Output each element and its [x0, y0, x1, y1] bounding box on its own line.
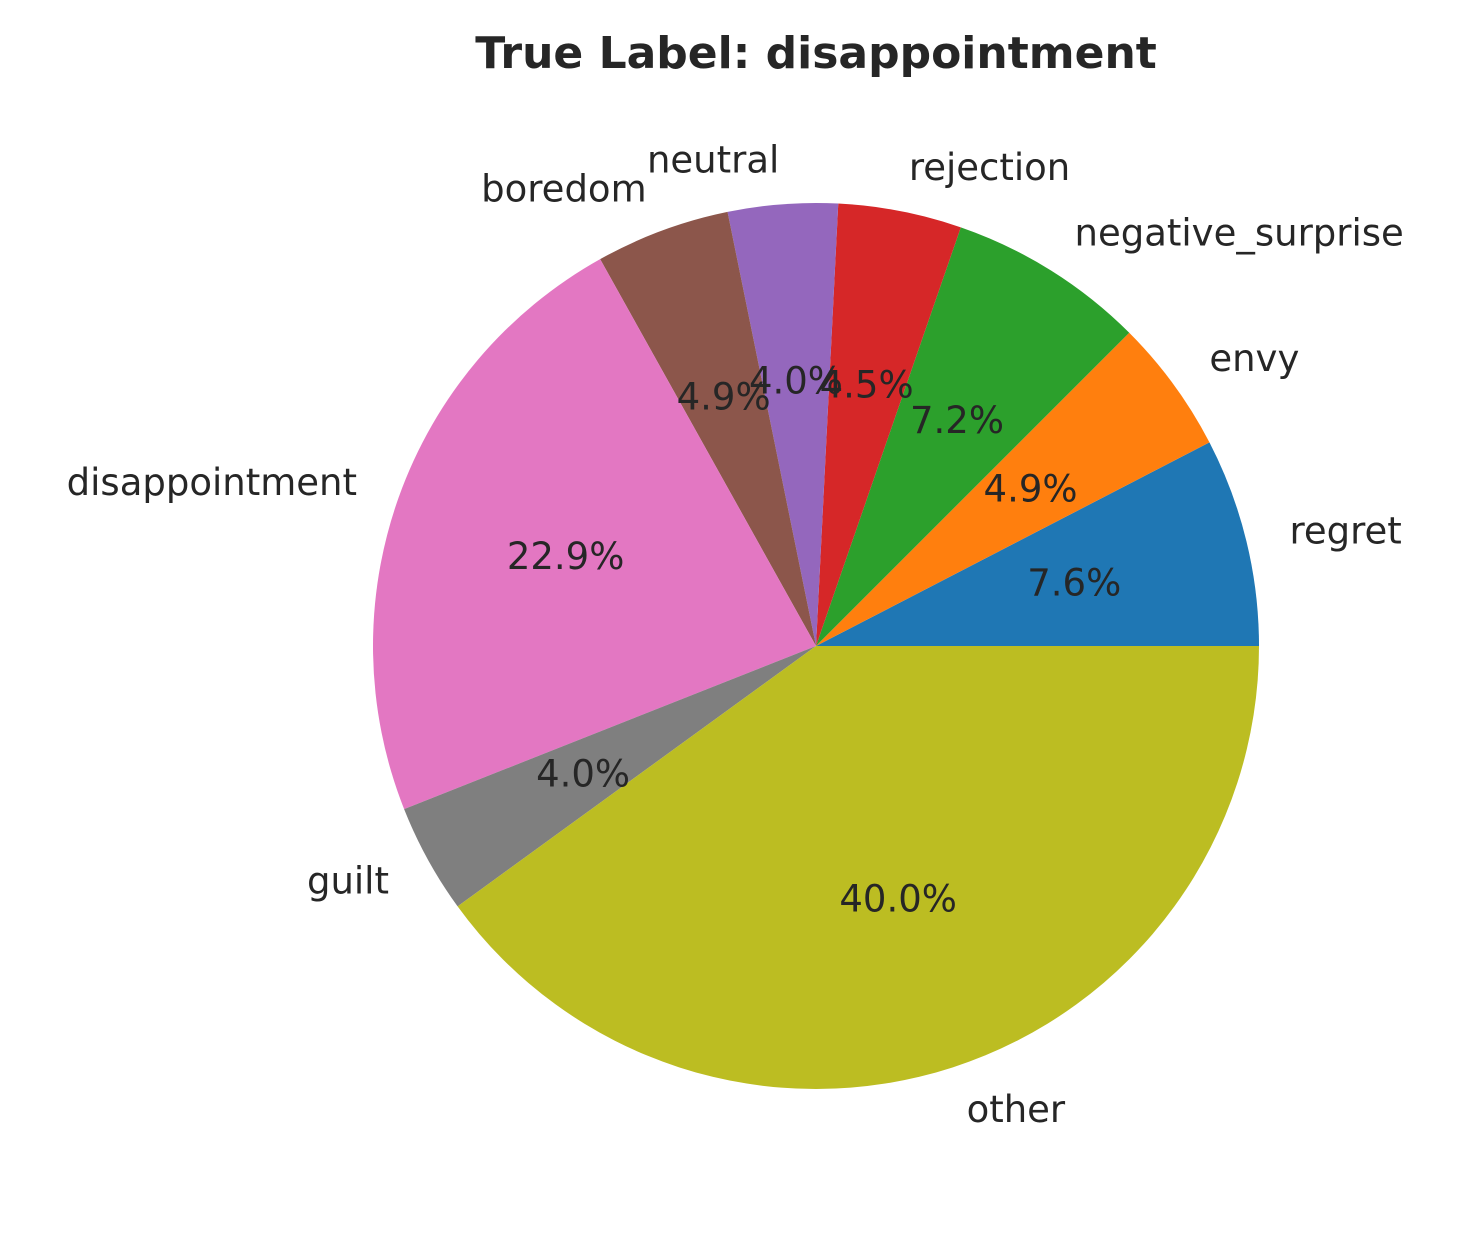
- slice-label-boredom: boredom: [481, 168, 646, 211]
- pie-slice-neutral: [727, 202, 839, 646]
- pie-slice-negative-surprise: [816, 227, 1130, 647]
- pie-slice-boredom: [600, 211, 816, 647]
- pie-slice-other: [457, 646, 1259, 1089]
- slice-label-other: other: [967, 1088, 1066, 1131]
- pie-slice-disappointment: [373, 259, 816, 810]
- slice-label-envy: envy: [1209, 337, 1299, 380]
- percent-label-neutral: 4.0%: [749, 359, 843, 402]
- slice-label-regret: regret: [1289, 509, 1401, 552]
- slice-label-neutral: neutral: [647, 139, 779, 182]
- percent-labels: 7.6%4.9%7.2%4.5%4.0%4.9%22.9%4.0%40.0%: [507, 359, 1121, 920]
- percent-label-envy: 4.9%: [984, 468, 1078, 511]
- slice-label-rejection: rejection: [909, 146, 1070, 189]
- pie-slices: [373, 202, 1259, 1089]
- slice-label-disappointment: disappointment: [67, 461, 357, 504]
- chart-title: True Label: disappointment: [475, 28, 1157, 79]
- slice-label-guilt: guilt: [307, 859, 389, 902]
- pie-slice-rejection: [816, 203, 961, 647]
- percent-label-boredom: 4.9%: [677, 375, 771, 418]
- percent-label-negative-surprise: 7.2%: [910, 399, 1004, 442]
- percent-label-other: 40.0%: [839, 877, 957, 920]
- slice-label-negative-surprise: negative_surprise: [1075, 211, 1404, 254]
- percent-label-regret: 7.6%: [1027, 562, 1121, 605]
- percent-label-rejection: 4.5%: [820, 364, 914, 407]
- percent-label-disappointment: 22.9%: [507, 535, 625, 578]
- percent-label-guilt: 4.0%: [536, 753, 630, 796]
- pie-slice-envy: [816, 332, 1210, 646]
- pie-slice-guilt: [404, 646, 816, 907]
- pie-slice-regret: [816, 442, 1259, 646]
